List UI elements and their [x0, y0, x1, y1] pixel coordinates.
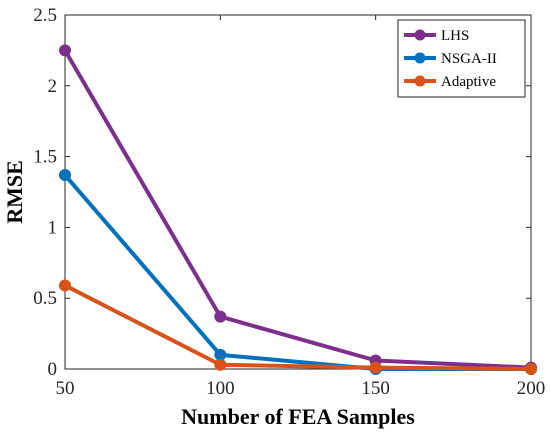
- legend: LHS NSGA-II Adaptive: [397, 19, 526, 98]
- series-line-adaptive: [64, 283, 532, 371]
- x-tick-label: 100: [206, 378, 235, 399]
- series-line-lhs: [63, 49, 532, 370]
- y-tick-label: 2.5: [33, 5, 57, 26]
- data-point-nsga-ii: [59, 169, 71, 182]
- data-point-adaptive: [214, 358, 227, 371]
- y-tick-label: 0: [48, 359, 58, 380]
- y-tick-label: 1: [48, 217, 58, 238]
- legend-marker-adaptive: [414, 75, 426, 87]
- y-tick-label: 2: [48, 76, 58, 97]
- x-tick-label: 200: [517, 378, 546, 399]
- legend-label-adaptive: Adaptive: [441, 74, 496, 90]
- data-point-adaptive: [369, 361, 382, 374]
- y-axis-ticks: 0 0.5 1 1.5 2 2.5: [33, 5, 531, 380]
- y-axis-title: RMSE: [2, 160, 27, 224]
- data-point-lhs: [59, 44, 71, 57]
- data-point-adaptive: [59, 279, 71, 292]
- x-tick-label: 50: [56, 378, 75, 399]
- x-axis-title: Number of FEA Samples: [181, 404, 415, 429]
- legend-marker-nsga-ii: [414, 52, 426, 64]
- data-point-nsga-ii: [214, 348, 227, 361]
- series-layer: [59, 44, 537, 375]
- x-axis-ticks: 50 100 150 200: [56, 15, 546, 399]
- x-tick-label: 150: [361, 378, 390, 399]
- y-tick-label: 1.5: [33, 147, 57, 168]
- y-tick-label: 0.5: [33, 288, 57, 309]
- data-point-lhs: [214, 310, 227, 323]
- legend-label-nsga-ii: NSGA-II: [441, 51, 497, 67]
- data-point-adaptive: [525, 363, 537, 375]
- legend-marker-lhs: [414, 29, 426, 41]
- legend-label-lhs: LHS: [441, 28, 469, 44]
